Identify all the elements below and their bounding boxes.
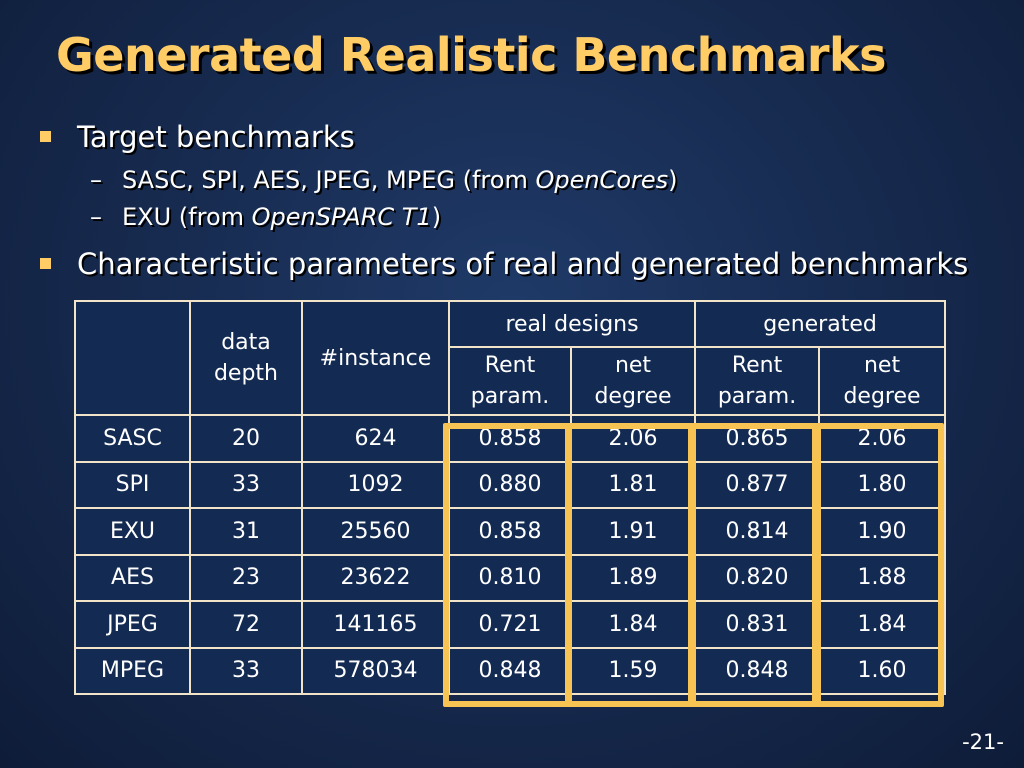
sub-bullet-opencores: – SASC, SPI, AES, JPEG, MPEG (from OpenCo… [90,166,678,194]
cell-name: MPEG [74,646,191,695]
table-row: MPEG 33 578034 0.848 1.59 0.848 1.60 [74,646,947,695]
corner-cell [74,300,191,416]
cell-gen-net: 1.60 [818,646,947,695]
table-row: SASC 20 624 0.858 2.06 0.865 2.06 [74,414,947,463]
table-row: EXU 31 25560 0.858 1.91 0.814 1.90 [74,507,947,556]
cell-gen-net: 1.80 [818,460,947,509]
sub-bullet-opensparc: – EXU (from OpenSPARC T1) [90,203,441,231]
bullet-text: Characteristic parameters of real and ge… [77,247,969,281]
cell-depth: 33 [189,646,303,695]
cell-real-rent: 0.858 [448,414,572,463]
cell-real-net: 1.84 [569,600,697,649]
cell-depth: 31 [189,507,303,556]
benchmark-table: data depth #instance real designs generat… [74,300,947,695]
cell-real-net: 1.91 [569,507,697,556]
cell-instance: 578034 [301,646,450,695]
cell-name: EXU [74,507,191,556]
cell-real-rent: 0.848 [448,646,572,695]
sub-bullet-text: SASC, SPI, AES, JPEG, MPEG (from [122,166,536,194]
bullet-text: Target benchmarks [77,120,355,154]
slide-title: Generated Realistic Benchmarks [56,28,887,82]
cell-gen-rent: 0.831 [694,600,821,649]
cell-real-rent: 0.858 [448,507,572,556]
cell-name: JPEG [74,600,191,649]
cell-instance: 141165 [301,600,450,649]
cell-real-rent: 0.810 [448,553,572,602]
header-instance: #instance [301,300,450,416]
cell-gen-rent: 0.814 [694,507,821,556]
sub-bullet-source: OpenSPARC T1 [251,203,432,231]
cell-gen-rent: 0.848 [694,646,821,695]
cell-gen-net: 1.88 [818,553,947,602]
sub-bullet-text: EXU (from [122,203,252,231]
cell-depth: 23 [189,553,303,602]
dash-marker: – [90,203,102,231]
cell-depth: 33 [189,460,303,509]
square-bullet-icon [40,257,51,269]
sub-bullet-source: OpenCores [535,166,669,194]
cell-instance: 1092 [301,460,450,509]
cell-gen-net: 1.84 [818,600,947,649]
table-row: SPI 33 1092 0.880 1.81 0.877 1.80 [74,460,947,509]
header-gen-net-degree: net degree [818,346,947,416]
header-real-rent-param: Rent param. [448,346,572,416]
cell-gen-rent: 0.877 [694,460,821,509]
cell-real-rent: 0.721 [448,600,572,649]
cell-real-net: 1.81 [569,460,697,509]
header-generated: generated [694,300,947,348]
cell-instance: 23622 [301,553,450,602]
header-real-designs: real designs [447,300,697,348]
table-row: JPEG 72 141165 0.721 1.84 0.831 1.84 [74,600,947,649]
header-row: data depth #instance real designs generat… [74,300,947,416]
cell-gen-net: 1.90 [818,507,947,556]
cell-real-net: 2.06 [569,414,697,463]
bullet-characteristic-parameters: Characteristic parameters of real and ge… [40,247,968,281]
header-data-depth: data depth [189,300,303,416]
cell-real-net: 1.89 [569,553,697,602]
cell-name: SASC [74,414,191,463]
dash-marker: – [90,166,102,194]
sub-bullet-close: ) [431,203,442,231]
table-row: AES 23 23622 0.810 1.89 0.820 1.88 [74,553,947,602]
square-bullet-icon [40,130,51,142]
header-gen-rent-param: Rent param. [694,346,821,416]
cell-gen-net: 2.06 [818,414,947,463]
header-real-net-degree: net degree [569,346,697,416]
cell-name: SPI [74,460,191,509]
cell-name: AES [74,553,191,602]
cell-gen-rent: 0.820 [694,553,821,602]
subheader-row: Rent param. net degree Rent param. net degre… [75,346,947,416]
page-number: -21- [962,730,1004,754]
sub-bullet-close: ) [668,166,678,194]
cell-depth: 72 [189,600,303,649]
cell-real-rent: 0.880 [448,460,572,509]
cell-instance: 25560 [301,507,450,556]
bullet-target-benchmarks: Target benchmarks [40,120,355,154]
cell-real-net: 1.59 [569,646,697,695]
cell-gen-rent: 0.865 [694,414,821,463]
cell-depth: 20 [189,414,303,463]
cell-instance: 624 [301,414,450,463]
